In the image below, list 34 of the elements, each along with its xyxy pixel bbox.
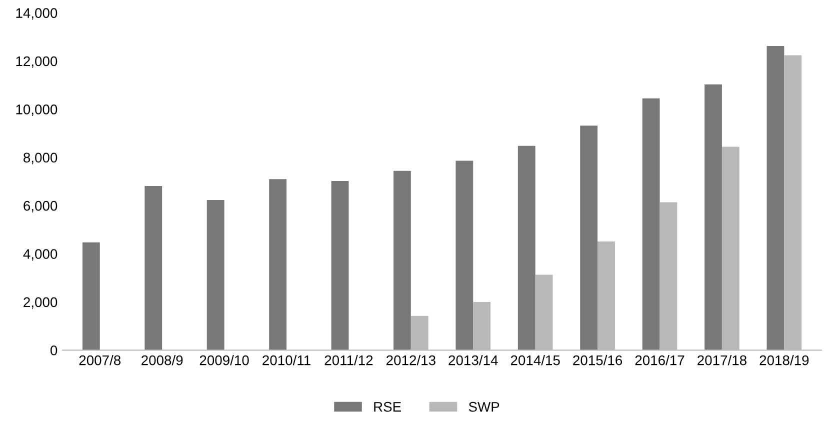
bar [704, 84, 722, 350]
x-tick-label: 2009/10 [200, 355, 249, 366]
bar [144, 186, 162, 350]
bar [331, 180, 349, 350]
y-tick-label: 4,000 [23, 249, 58, 261]
bar [642, 98, 660, 350]
bar [206, 200, 224, 350]
y-tick-label: 0 [50, 345, 58, 356]
bar [766, 46, 784, 350]
bar [456, 160, 474, 350]
x-tick-label: 2018/19 [760, 355, 809, 366]
x-tick-label: 2017/18 [698, 355, 746, 366]
x-tick-label: 2012/13 [386, 355, 436, 366]
y-tick-label: 10,000 [16, 104, 58, 116]
x-tick-label: 2015/16 [573, 355, 622, 366]
x-tick-label: 2014/15 [510, 355, 560, 366]
bar [82, 242, 100, 350]
x-tick-label: 2016/17 [635, 355, 684, 366]
legend-label: RSE [374, 402, 401, 412]
legend-label: SWP [468, 402, 500, 412]
y-tick-label: 6,000 [24, 200, 58, 212]
bar [394, 170, 411, 350]
bar [269, 179, 286, 350]
y-tick-label: 12,000 [16, 56, 58, 68]
x-tick-label: 2011/12 [324, 355, 373, 366]
bar [518, 146, 536, 350]
y-tick-label: 8,000 [24, 152, 58, 164]
x-tick-label: 2013/14 [448, 355, 498, 366]
y-tick-label: 2,000 [24, 297, 58, 309]
x-tick-label: 2010/11 [262, 355, 310, 366]
x-tick-label: 2008/9 [142, 355, 183, 366]
y-tick-label: 14,000 [16, 8, 58, 20]
bar [580, 126, 598, 350]
x-tick-label: 2007/8 [79, 355, 121, 366]
